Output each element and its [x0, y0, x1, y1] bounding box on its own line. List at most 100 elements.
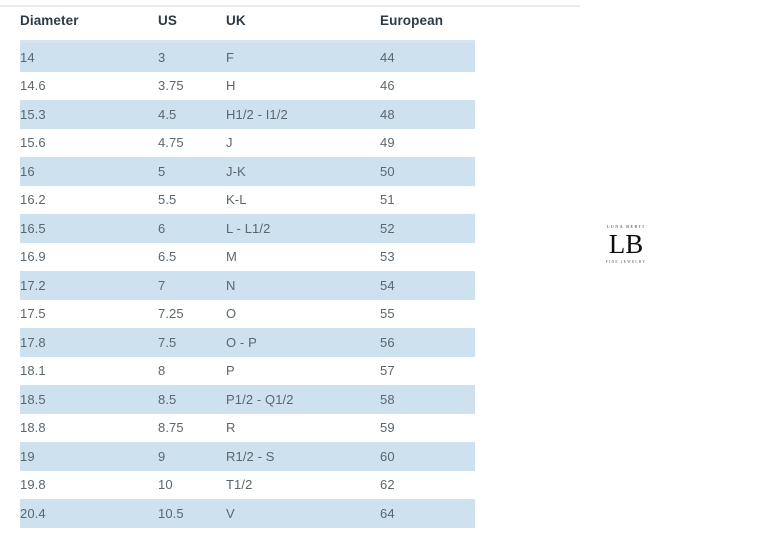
ring-size-table-container: Diameter US UK European 14 3 F 44 14.6 3.75 H 4…	[20, 13, 475, 528]
table-row: 15.6 4.75 J 49	[20, 128, 475, 157]
table-body: 14 3 F 44 14.6 3.75 H 46 15.3 4.5 H1/2 - I1/2 48 15.…	[20, 41, 475, 528]
column-header-diameter: Diameter	[20, 13, 158, 43]
table-row: 15.3 4.5 H1/2 - I1/2 48	[20, 100, 475, 129]
cell-european: 46	[380, 71, 475, 100]
brand-name-top: Luna Berti	[606, 224, 646, 229]
cell-european: 52	[380, 214, 475, 243]
cell-european: 57	[380, 356, 475, 385]
cell-uk: R1/2 - S	[226, 442, 380, 471]
cell-us: 3.75	[158, 71, 226, 100]
cell-european: 48	[380, 100, 475, 129]
cell-diameter: 19	[20, 442, 158, 471]
cell-uk: J	[226, 128, 380, 157]
table-row: 17.2 7 N 54	[20, 271, 475, 300]
cell-us: 8.5	[158, 385, 226, 414]
table-row: 19 9 R1/2 - S 60	[20, 442, 475, 471]
cell-european: 50	[380, 157, 475, 186]
column-header-us: US	[158, 13, 226, 43]
cell-diameter: 17.2	[20, 271, 158, 300]
cell-diameter: 17.8	[20, 328, 158, 357]
cell-uk: P	[226, 356, 380, 385]
table-row: 20.4 10.5 V 64	[20, 499, 475, 528]
table-row: 18.5 8.5 P1/2 - Q1/2 58	[20, 385, 475, 414]
cell-uk: H	[226, 71, 380, 100]
cell-european: 64	[380, 499, 475, 528]
table-row: 16 5 J-K 50	[20, 157, 475, 186]
cell-uk: V	[226, 499, 380, 528]
cell-diameter: 16.5	[20, 214, 158, 243]
cell-diameter: 16.9	[20, 242, 158, 271]
cell-european: 60	[380, 442, 475, 471]
table-row: 18.8 8.75 R 59	[20, 413, 475, 442]
table-row: 19.8 10 T1/2 62	[20, 470, 475, 499]
cell-uk: O - P	[226, 328, 380, 357]
cell-european: 62	[380, 470, 475, 499]
top-divider	[0, 5, 580, 7]
table-row: 16.2 5.5 K-L 51	[20, 185, 475, 214]
cell-uk: O	[226, 299, 380, 328]
cell-us: 5.5	[158, 185, 226, 214]
table-row: 16.9 6.5 M 53	[20, 242, 475, 271]
cell-diameter: 17.5	[20, 299, 158, 328]
cell-us: 10	[158, 470, 226, 499]
cell-diameter: 16	[20, 157, 158, 186]
cell-us: 3	[158, 41, 226, 72]
cell-diameter: 15.6	[20, 128, 158, 157]
cell-european: 56	[380, 328, 475, 357]
brand-logo: Luna Berti LB Fine Jewelry	[598, 224, 654, 265]
cell-diameter: 20.4	[20, 499, 158, 528]
cell-us: 7	[158, 271, 226, 300]
cell-european: 58	[380, 385, 475, 414]
cell-us: 10.5	[158, 499, 226, 528]
brand-monogram: LB	[608, 229, 644, 259]
cell-diameter: 16.2	[20, 185, 158, 214]
cell-diameter: 14	[20, 41, 158, 72]
cell-european: 55	[380, 299, 475, 328]
column-header-european: European	[380, 13, 475, 43]
cell-uk: M	[226, 242, 380, 271]
table-row: 17.5 7.25 O 55	[20, 299, 475, 328]
column-header-uk: UK	[226, 13, 380, 43]
cell-european: 44	[380, 41, 475, 72]
cell-us: 5	[158, 157, 226, 186]
ring-size-conversion-table: Diameter US UK European 14 3 F 44 14.6 3.75 H 4…	[20, 13, 475, 528]
cell-uk: L - L1/2	[226, 214, 380, 243]
cell-european: 59	[380, 413, 475, 442]
cell-diameter: 19.8	[20, 470, 158, 499]
cell-us: 4.5	[158, 100, 226, 129]
cell-diameter: 18.8	[20, 413, 158, 442]
cell-uk: H1/2 - I1/2	[226, 100, 380, 129]
table-header-row: Diameter US UK European	[20, 13, 475, 43]
cell-uk: F	[226, 41, 380, 72]
cell-uk: K-L	[226, 185, 380, 214]
table-row: 17.8 7.5 O - P 56	[20, 328, 475, 357]
cell-european: 53	[380, 242, 475, 271]
cell-diameter: 14.6	[20, 71, 158, 100]
brand-tagline: Fine Jewelry	[605, 260, 647, 264]
cell-us: 7.5	[158, 328, 226, 357]
table-row: 18.1 8 P 57	[20, 356, 475, 385]
cell-diameter: 15.3	[20, 100, 158, 129]
cell-us: 8.75	[158, 413, 226, 442]
cell-diameter: 18.1	[20, 356, 158, 385]
cell-us: 9	[158, 442, 226, 471]
table-row: 14.6 3.75 H 46	[20, 71, 475, 100]
cell-uk: P1/2 - Q1/2	[226, 385, 380, 414]
cell-us: 7.25	[158, 299, 226, 328]
cell-us: 6	[158, 214, 226, 243]
table-header: Diameter US UK European	[20, 13, 475, 43]
cell-european: 54	[380, 271, 475, 300]
cell-european: 51	[380, 185, 475, 214]
cell-european: 49	[380, 128, 475, 157]
cell-uk: R	[226, 413, 380, 442]
cell-uk: T1/2	[226, 470, 380, 499]
table-row: 14 3 F 44	[20, 41, 475, 72]
cell-us: 6.5	[158, 242, 226, 271]
cell-us: 8	[158, 356, 226, 385]
cell-diameter: 18.5	[20, 385, 158, 414]
cell-uk: J-K	[226, 157, 380, 186]
table-row: 16.5 6 L - L1/2 52	[20, 214, 475, 243]
cell-us: 4.75	[158, 128, 226, 157]
cell-uk: N	[226, 271, 380, 300]
